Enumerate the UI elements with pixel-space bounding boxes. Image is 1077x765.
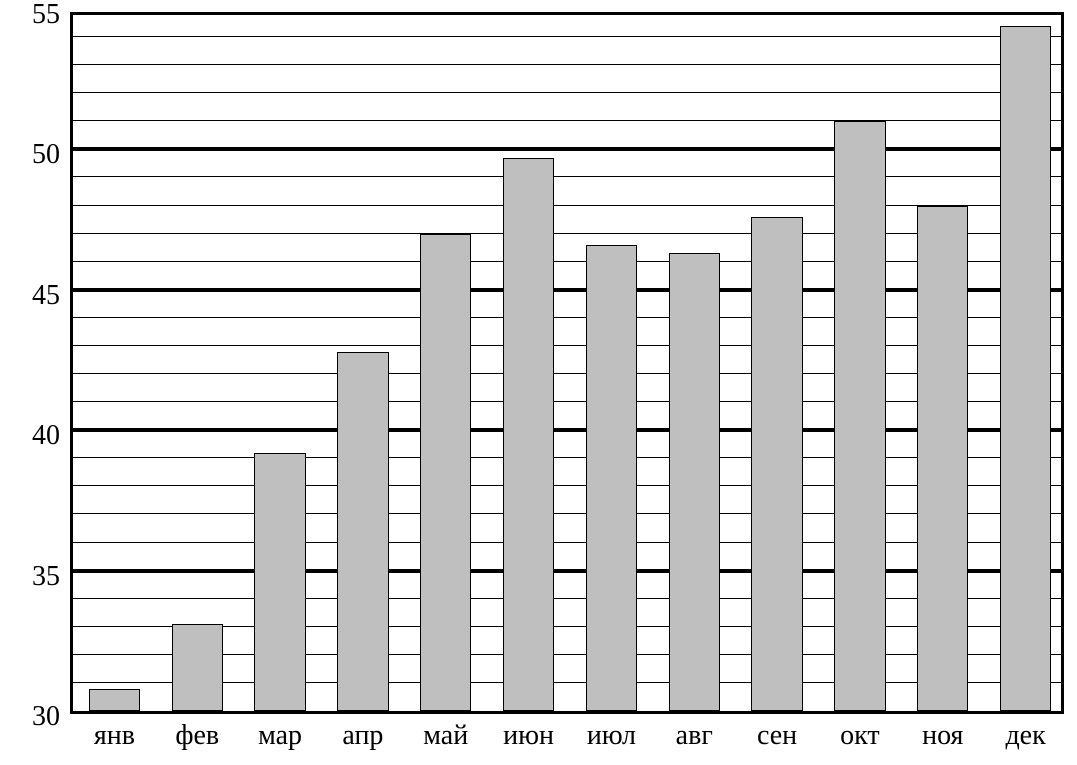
minor-gridline (73, 542, 1061, 543)
x-tick-label: апр (342, 720, 383, 752)
x-tick-label: янв (94, 720, 135, 752)
major-gridline (73, 147, 1061, 151)
minor-gridline (73, 401, 1061, 402)
major-gridline (73, 428, 1061, 432)
y-tick-label: 40 (32, 420, 60, 452)
x-tick-label: окт (840, 720, 879, 752)
x-tick-label: авг (676, 720, 713, 752)
bar (503, 158, 554, 711)
minor-gridline (73, 261, 1061, 262)
x-tick-label: дек (1005, 720, 1045, 752)
x-tick-label: фев (175, 720, 219, 752)
minor-gridline (73, 64, 1061, 65)
minor-gridline (73, 345, 1061, 346)
minor-gridline (73, 457, 1061, 458)
bar (834, 121, 885, 711)
minor-gridline (73, 176, 1061, 177)
y-tick-label: 55 (32, 0, 60, 31)
y-tick-label: 50 (32, 139, 60, 171)
minor-gridline (73, 120, 1061, 121)
bar (254, 453, 305, 711)
y-tick-label: 30 (32, 701, 60, 733)
minor-gridline (73, 485, 1061, 486)
plot-area (70, 12, 1064, 714)
bar (89, 689, 140, 711)
minor-gridline (73, 92, 1061, 93)
x-tick-label: июл (587, 720, 636, 752)
minor-gridline (73, 233, 1061, 234)
bar (172, 624, 223, 711)
bar (337, 352, 388, 711)
minor-gridline (73, 598, 1061, 599)
x-tick-label: мар (258, 720, 302, 752)
x-tick-label: май (423, 720, 468, 752)
bar (751, 217, 802, 711)
minor-gridline (73, 36, 1061, 37)
bar (669, 253, 720, 711)
x-tick-label: июн (503, 720, 554, 752)
y-tick-label: 45 (32, 280, 60, 312)
bar-chart: 30 35 40 45 50 55 янв фев мар апр май июн июл авг сен о… (0, 0, 1077, 765)
minor-gridline (73, 317, 1061, 318)
x-tick-label: сен (757, 720, 797, 752)
bar (1000, 26, 1051, 711)
minor-gridline (73, 513, 1061, 514)
minor-gridline (73, 373, 1061, 374)
major-gridline (73, 569, 1061, 573)
bar (420, 234, 471, 711)
x-tick-label: ноя (922, 720, 963, 752)
minor-gridline (73, 205, 1061, 206)
major-gridline (73, 288, 1061, 292)
bar (917, 206, 968, 711)
bar (586, 245, 637, 711)
y-tick-label: 35 (32, 561, 60, 593)
